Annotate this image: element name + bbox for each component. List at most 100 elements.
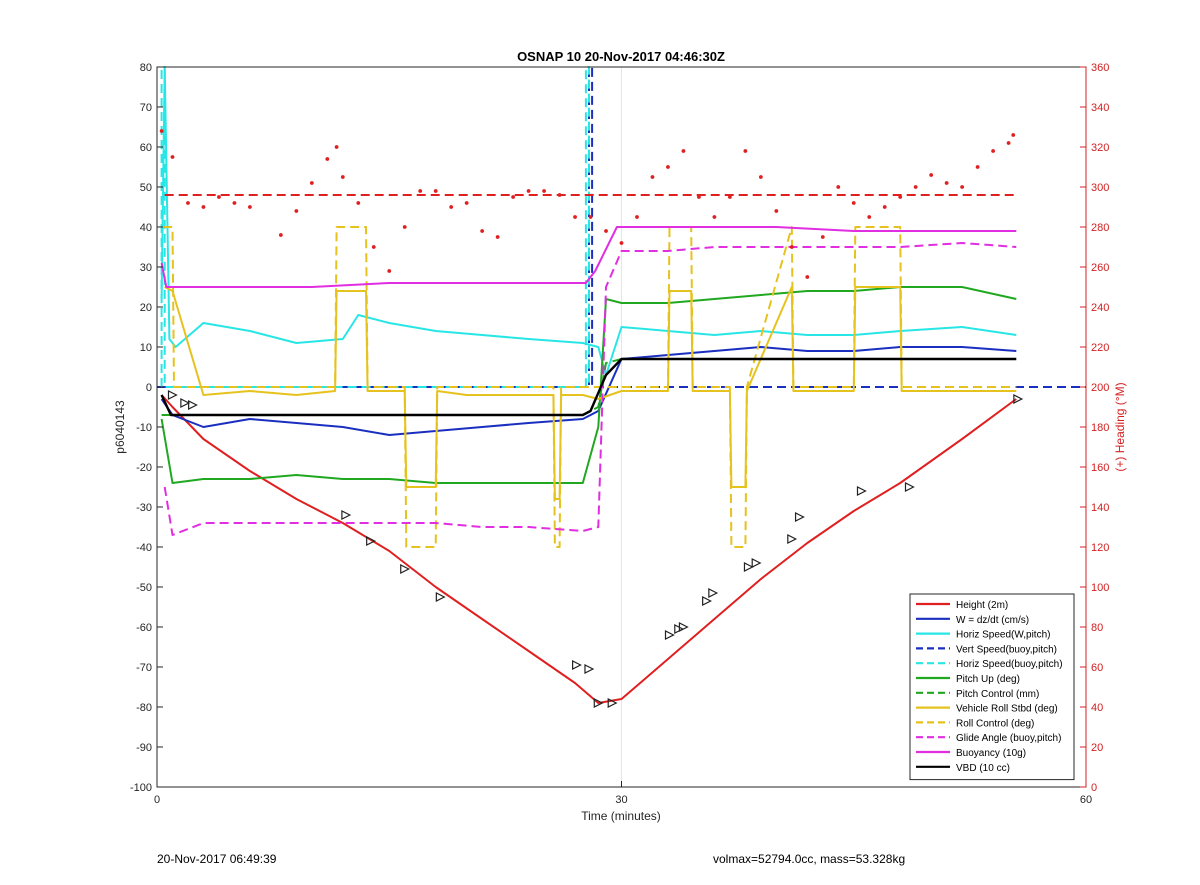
heading-point xyxy=(557,193,562,197)
height-marker xyxy=(584,664,595,674)
y-right-tick-label: 20 xyxy=(1091,742,1103,754)
heading-point xyxy=(511,195,516,199)
legend-label: VBD (10 cc) xyxy=(956,763,1010,774)
heading-point xyxy=(573,215,577,219)
y-left-tick-label: 0 xyxy=(146,382,152,394)
heading-point xyxy=(526,189,531,193)
heading-point xyxy=(836,185,841,189)
legend-label: W = dz/dt (cm/s) xyxy=(956,615,1029,626)
heading-point xyxy=(217,195,221,199)
height-marker xyxy=(664,630,675,640)
heading-point xyxy=(371,245,376,249)
y-left-tick-label: -40 xyxy=(136,542,152,554)
axes: 0 30 6080706050403020100-10-20-30-40-50-60… xyxy=(130,62,1109,806)
x-tick-label: 30 xyxy=(615,794,627,806)
legend-label: Horiz Speed(W,pitch) xyxy=(956,630,1050,641)
legend-label: Pitch Control (mm) xyxy=(956,689,1039,700)
y-right-tick-label: 200 xyxy=(1091,382,1109,394)
footer-timestamp: 20-Nov-2017 06:49:39 xyxy=(157,852,277,866)
height-marker xyxy=(167,390,178,400)
heading-point xyxy=(975,165,980,169)
series-line-8 xyxy=(163,226,1017,548)
heading-point xyxy=(743,149,748,153)
y-left-tick-label: 30 xyxy=(140,262,152,274)
y-right-tick-label: 80 xyxy=(1091,622,1103,634)
legend-label: Glide Angle (buoy,pitch) xyxy=(956,733,1061,744)
y-right-tick-label: 360 xyxy=(1091,62,1109,74)
heading-point xyxy=(619,241,624,245)
heading-point xyxy=(340,175,345,179)
y-right-tick-label: 160 xyxy=(1091,462,1109,474)
y-left-tick-label: -50 xyxy=(136,582,152,594)
heading-point xyxy=(248,205,252,209)
height-marker xyxy=(674,624,685,634)
heading-point xyxy=(201,205,206,209)
height-marker xyxy=(341,510,352,520)
heading-point xyxy=(334,145,339,149)
y-left-tick-label: -100 xyxy=(130,782,152,794)
y-left-tick-label: -70 xyxy=(136,662,152,674)
heading-point xyxy=(402,225,407,229)
heading-point xyxy=(882,205,887,209)
y-left-tick-label: -10 xyxy=(136,422,152,434)
y-right-tick-label: 320 xyxy=(1091,142,1109,154)
heading-point xyxy=(480,229,485,233)
legend-label: Roll Control (deg) xyxy=(956,718,1034,729)
height-marker xyxy=(678,622,689,632)
x-tick-label: 60 xyxy=(1080,794,1092,806)
heading-point xyxy=(805,275,810,279)
y-axis-label-right: (+) Heading (°M) xyxy=(1113,382,1127,471)
height-marker xyxy=(180,398,191,408)
heading-point xyxy=(666,165,670,169)
y-left-tick-label: 10 xyxy=(140,342,152,354)
y-right-tick-label: 140 xyxy=(1091,502,1109,514)
heading-point xyxy=(325,157,330,161)
height-marker xyxy=(751,558,762,568)
height-marker xyxy=(1013,394,1024,404)
series-line-5 xyxy=(160,286,1017,484)
legend: Height (2m) W = dz/dt (cm/s) Horiz Speed(W… xyxy=(909,593,1075,781)
heading-point xyxy=(495,235,500,239)
series-line-1 xyxy=(160,346,1017,436)
y-left-tick-label: -90 xyxy=(136,742,152,754)
y-right-tick-label: 40 xyxy=(1091,702,1103,714)
y-right-tick-label: 300 xyxy=(1091,182,1109,194)
height-marker xyxy=(702,596,712,606)
heading-point xyxy=(449,205,454,209)
y-left-tick-label: 80 xyxy=(140,62,152,74)
legend-label: Vehicle Roll Stbd (deg) xyxy=(956,704,1058,715)
heading-point xyxy=(418,189,423,193)
heading-point xyxy=(278,233,283,237)
heading-point xyxy=(820,235,825,239)
heading-point xyxy=(944,181,949,185)
heading-point xyxy=(232,201,237,205)
heading-point xyxy=(604,229,608,233)
y-left-tick-label: -30 xyxy=(136,502,152,514)
heading-point xyxy=(789,245,794,249)
height-marker xyxy=(904,482,915,492)
y-right-tick-label: 60 xyxy=(1091,662,1103,674)
y-right-tick-label: 0 xyxy=(1091,782,1097,794)
heading-point xyxy=(1011,133,1016,137)
height-marker xyxy=(435,592,446,602)
heading-point xyxy=(727,195,732,199)
x-tick-label: 0 xyxy=(154,794,160,806)
heading-point xyxy=(433,189,438,193)
legend-label: Vert Speed(buoy,pitch) xyxy=(956,644,1057,655)
heading-point xyxy=(159,129,164,133)
y-right-tick-label: 280 xyxy=(1091,222,1109,234)
y-right-tick-label: 120 xyxy=(1091,542,1109,554)
heading-point xyxy=(309,181,314,185)
series-line-2 xyxy=(160,66,1017,376)
heading-point xyxy=(356,201,361,205)
height-marker xyxy=(400,564,411,574)
legend-label: Buoyancy (10g) xyxy=(956,748,1026,759)
heading-point xyxy=(542,189,546,193)
y-left-tick-label: 40 xyxy=(140,222,152,234)
footer-summary: volmax=52794.0cc, mass=53.328kg xyxy=(713,852,906,866)
marker-layer xyxy=(167,390,1024,708)
series-line-6 xyxy=(161,358,1017,416)
y-right-tick-label: 180 xyxy=(1091,422,1109,434)
heading-point xyxy=(635,215,639,219)
